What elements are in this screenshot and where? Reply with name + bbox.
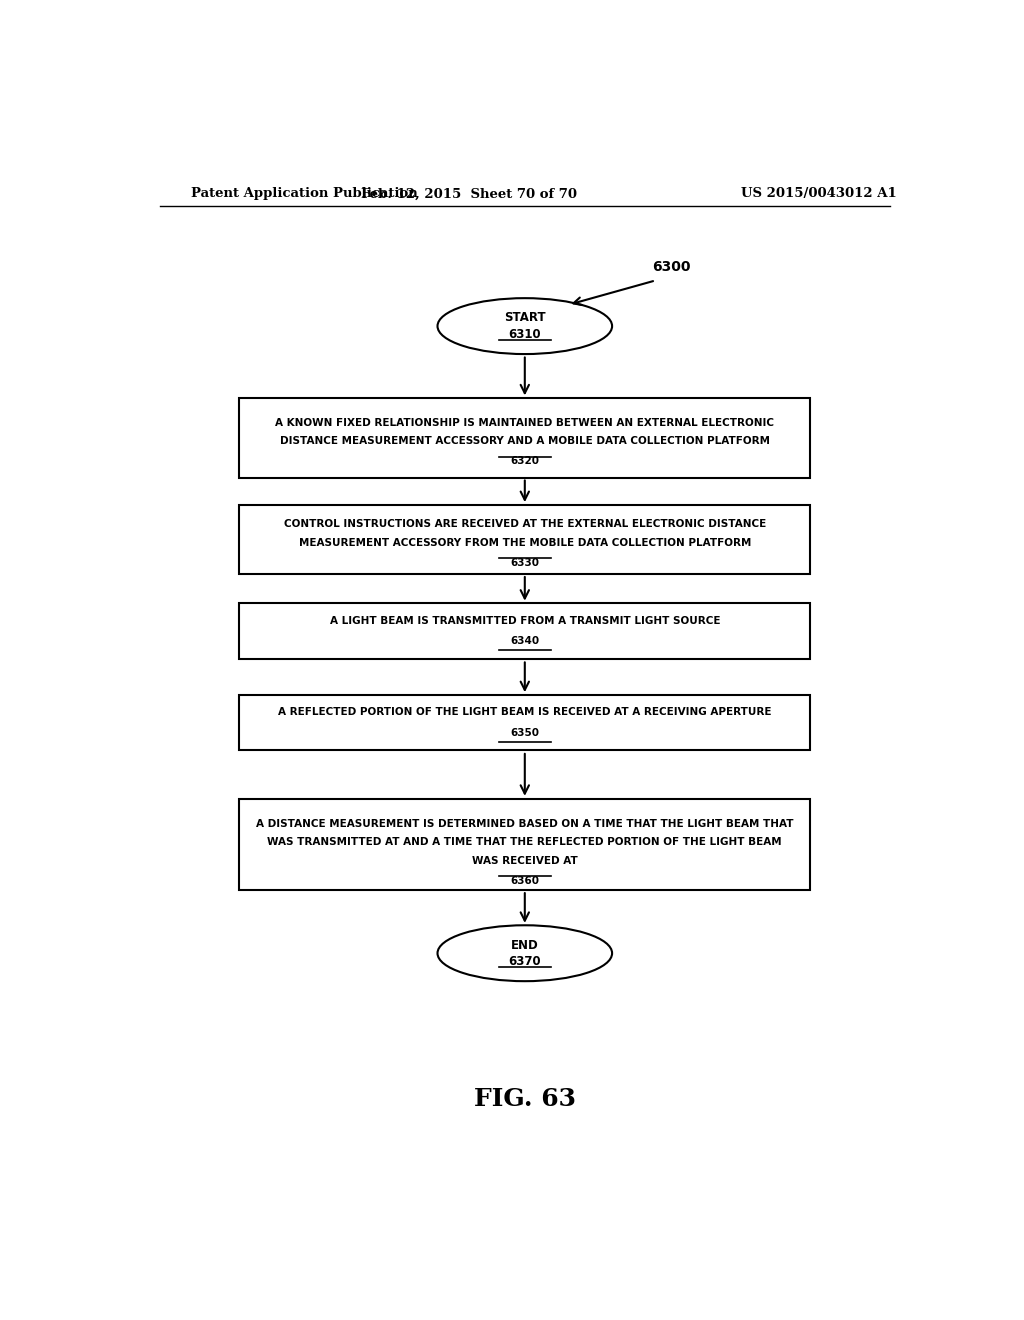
Text: START: START (504, 312, 546, 325)
Text: MEASUREMENT ACCESSORY FROM THE MOBILE DATA COLLECTION PLATFORM: MEASUREMENT ACCESSORY FROM THE MOBILE DA… (299, 537, 751, 548)
Text: A KNOWN FIXED RELATIONSHIP IS MAINTAINED BETWEEN AN EXTERNAL ELECTRONIC: A KNOWN FIXED RELATIONSHIP IS MAINTAINED… (275, 417, 774, 428)
Text: 6350: 6350 (510, 727, 540, 738)
Text: 6330: 6330 (510, 558, 540, 568)
Text: 6340: 6340 (510, 636, 540, 647)
Text: US 2015/0043012 A1: US 2015/0043012 A1 (740, 187, 896, 201)
Text: CONTROL INSTRUCTIONS ARE RECEIVED AT THE EXTERNAL ELECTRONIC DISTANCE: CONTROL INSTRUCTIONS ARE RECEIVED AT THE… (284, 519, 766, 529)
Text: 6360: 6360 (510, 876, 540, 886)
Text: DISTANCE MEASUREMENT ACCESSORY AND A MOBILE DATA COLLECTION PLATFORM: DISTANCE MEASUREMENT ACCESSORY AND A MOB… (280, 436, 770, 446)
Text: 6320: 6320 (510, 457, 540, 466)
Text: 6370: 6370 (509, 954, 541, 968)
Text: WAS TRANSMITTED AT AND A TIME THAT THE REFLECTED PORTION OF THE LIGHT BEAM: WAS TRANSMITTED AT AND A TIME THAT THE R… (267, 837, 782, 847)
Text: END: END (511, 939, 539, 952)
Text: WAS RECEIVED AT: WAS RECEIVED AT (472, 855, 578, 866)
Text: Feb. 12, 2015  Sheet 70 of 70: Feb. 12, 2015 Sheet 70 of 70 (361, 187, 578, 201)
Text: 6300: 6300 (652, 260, 691, 275)
Text: 6310: 6310 (509, 327, 541, 341)
Text: FIG. 63: FIG. 63 (474, 1086, 575, 1110)
Text: A REFLECTED PORTION OF THE LIGHT BEAM IS RECEIVED AT A RECEIVING APERTURE: A REFLECTED PORTION OF THE LIGHT BEAM IS… (279, 708, 771, 717)
Text: Patent Application Publication: Patent Application Publication (191, 187, 418, 201)
Text: A DISTANCE MEASUREMENT IS DETERMINED BASED ON A TIME THAT THE LIGHT BEAM THAT: A DISTANCE MEASUREMENT IS DETERMINED BAS… (256, 820, 794, 829)
Text: A LIGHT BEAM IS TRANSMITTED FROM A TRANSMIT LIGHT SOURCE: A LIGHT BEAM IS TRANSMITTED FROM A TRANS… (330, 616, 720, 626)
